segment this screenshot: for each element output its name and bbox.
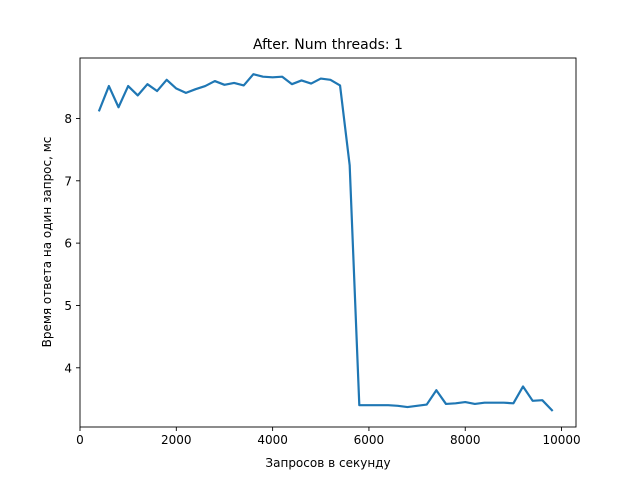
y-tick-label: 6 bbox=[64, 237, 72, 251]
y-tick-label: 8 bbox=[64, 112, 72, 126]
x-axis-label: Запросов в секунду bbox=[265, 456, 390, 470]
x-tick-label: 8000 bbox=[450, 433, 481, 447]
chart-title: After. Num threads: 1 bbox=[253, 37, 403, 53]
x-tick-label: 2000 bbox=[161, 433, 192, 447]
y-axis-label: Время ответа на один запрос, мс bbox=[40, 137, 54, 348]
x-tick-label: 4000 bbox=[257, 433, 288, 447]
x-tick-label: 6000 bbox=[354, 433, 385, 447]
y-tick-label: 7 bbox=[64, 174, 72, 188]
y-tick-label: 4 bbox=[64, 361, 72, 375]
y-tick-label: 5 bbox=[64, 299, 72, 313]
plot-frame bbox=[79, 57, 577, 428]
x-tick-label: 0 bbox=[76, 433, 84, 447]
series-line-0 bbox=[97, 73, 554, 412]
x-tick-label: 10000 bbox=[542, 433, 580, 447]
